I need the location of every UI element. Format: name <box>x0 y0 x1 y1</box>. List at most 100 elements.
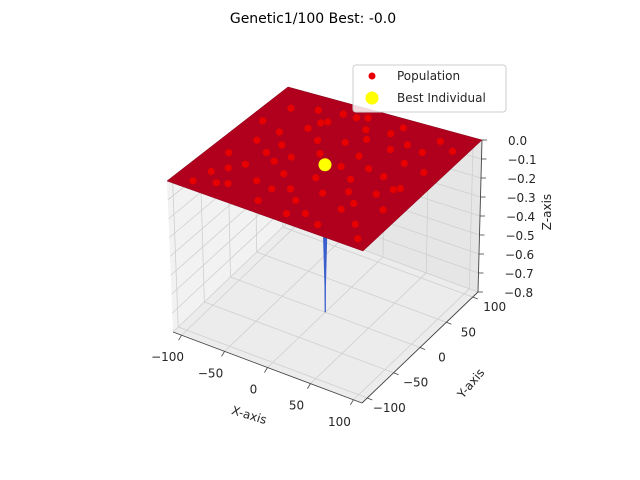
legend-label-population: Population <box>397 69 460 83</box>
x-tick-label: 50 <box>289 399 304 413</box>
population-point <box>268 185 276 193</box>
population-point <box>389 185 397 194</box>
population-point <box>189 177 197 185</box>
x-tick-label: −100 <box>151 350 184 364</box>
legend-marker-population <box>368 72 376 80</box>
population-point <box>224 179 232 188</box>
x-tick-label: 100 <box>328 415 351 429</box>
z-tick-label: −0.3 <box>507 191 536 205</box>
y-tick-mark <box>419 347 426 350</box>
population-point <box>344 188 353 196</box>
population-point <box>312 174 320 182</box>
z-tick-label: −0.2 <box>507 172 536 186</box>
best-individual-point <box>318 158 332 172</box>
population-point <box>346 175 355 183</box>
x-tick-mark <box>178 335 182 341</box>
population-point <box>317 119 325 127</box>
y-axis-label: Y-axis <box>454 366 487 402</box>
population-point <box>355 152 363 160</box>
z-tick-label: −0.8 <box>504 286 533 300</box>
population-point <box>253 177 261 185</box>
population-point <box>254 196 262 205</box>
population-point <box>380 173 388 181</box>
population-point <box>354 235 362 243</box>
grid-line-left-z <box>171 204 289 314</box>
grid-line-floor-y <box>178 326 368 399</box>
x-tick-label: −50 <box>198 366 223 380</box>
population-point <box>287 153 295 161</box>
legend-box <box>352 64 507 113</box>
population-point <box>364 114 372 122</box>
z-tick-label: −0.7 <box>505 267 534 281</box>
population-point <box>351 220 359 228</box>
population-point <box>313 136 322 145</box>
y-tick-mark <box>446 321 452 325</box>
population-point <box>224 164 232 172</box>
z-tick-label: −0.4 <box>506 210 535 224</box>
y-tick-mark <box>472 296 478 300</box>
population-point <box>259 117 267 125</box>
y-tick-label: 100 <box>483 300 506 314</box>
grid-line-floor-y <box>282 226 473 298</box>
population-point <box>319 189 327 197</box>
population-point <box>396 184 404 193</box>
population-point <box>314 106 322 114</box>
population-point <box>350 199 358 208</box>
population-point <box>212 179 220 187</box>
y-tick-label: 0 <box>438 351 446 365</box>
population-point <box>282 210 291 218</box>
population-point <box>278 141 286 149</box>
population-point <box>365 165 373 173</box>
population-point <box>400 159 408 167</box>
y-tick-label: −50 <box>403 376 428 390</box>
population-point <box>301 210 309 218</box>
z-tick-label: −0.6 <box>505 248 534 262</box>
z-axis-label: Z-axis <box>540 194 554 230</box>
population-point <box>314 221 322 229</box>
population-point <box>275 128 284 136</box>
z-tick-label: −0.5 <box>506 229 535 243</box>
population-point <box>287 104 295 112</box>
y-tick-mark <box>393 372 399 376</box>
population-point <box>262 148 270 157</box>
population-point <box>207 167 215 176</box>
y-tick-label: 50 <box>461 325 476 339</box>
population-point <box>292 196 300 205</box>
x-axis-label: X-axis <box>230 403 269 427</box>
population-point <box>379 206 387 214</box>
population-point <box>324 118 332 126</box>
population-point <box>420 168 428 177</box>
population-point <box>372 190 380 198</box>
scatter-points <box>189 104 457 243</box>
population-point <box>270 157 278 165</box>
population-point <box>337 205 345 213</box>
legend-label-best: Best Individual <box>397 91 486 105</box>
grid-line-floor-y <box>256 251 447 323</box>
population-point <box>352 114 361 122</box>
population-point <box>341 138 349 147</box>
z-tick-label: −0.1 <box>508 153 537 167</box>
population-point <box>399 124 407 132</box>
population-point <box>436 137 444 146</box>
population-point <box>362 126 370 134</box>
population-point <box>339 110 347 118</box>
population-point <box>241 160 250 168</box>
x-tick-mark <box>307 383 311 389</box>
population-point <box>316 150 324 158</box>
population-point <box>418 148 426 157</box>
population-point <box>403 141 411 149</box>
population-point <box>304 124 312 132</box>
chart-title: Genetic1/100 Best: -0.0 <box>230 11 396 27</box>
x-tick-mark <box>264 367 268 373</box>
population-point <box>253 136 261 144</box>
legend-marker-best <box>365 91 379 105</box>
population-point <box>386 145 394 154</box>
legend: Population Best Individual <box>352 64 507 113</box>
z-tick-label: 0.0 <box>508 134 527 148</box>
grid-line-floor-y <box>204 301 394 374</box>
population-point <box>448 147 457 155</box>
y-tick-mark <box>367 397 373 401</box>
population-point <box>225 149 233 157</box>
population-point <box>286 185 295 193</box>
